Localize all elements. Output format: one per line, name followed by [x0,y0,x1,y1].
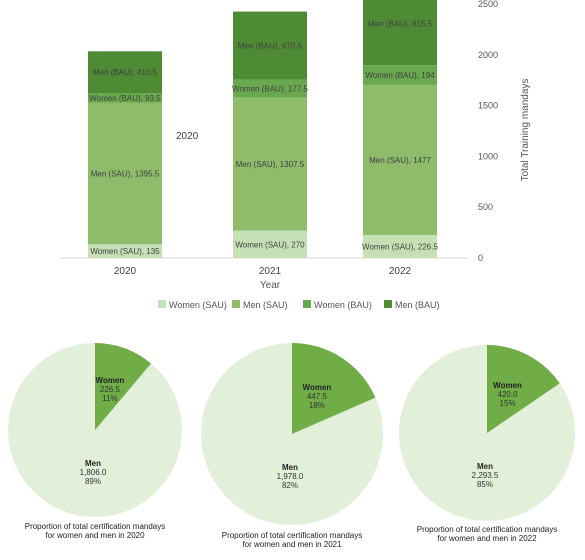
pie-value-women: 447.5 [307,392,328,401]
segment-data-label: Men (BAU), 410.5 [93,68,158,77]
pie-caption-line-1: Proportion of total certification manday… [222,531,363,540]
x-tick-label: 2021 [259,266,282,277]
legend-swatch [158,300,166,308]
pie-label-women: Women [303,383,332,392]
bar-segment-2022-men-sau [363,84,437,235]
bar-segment-2020-men-bau [88,51,162,94]
pie-label-women: Women [493,381,522,390]
segment-data-label: Women (BAU), 177.5 [232,85,308,94]
bar-segment-2022-men-bau [363,0,437,66]
legend-entry: Women (SAU) [169,300,227,310]
bar-segment-2021-men-bau [233,11,307,80]
stacked-bar-chart: Women (SAU), 135 Men (SAU), 1395.5 Women (… [60,0,531,310]
y-tick-label: 0 [478,253,483,263]
legend-swatch [303,300,311,308]
pie-value-women: 420.0 [498,390,519,399]
pie-value-women: 226.5 [100,385,121,394]
y-axis-title: Total Training mandays [520,79,531,182]
pie-percent-men: 85% [477,480,493,489]
segment-data-label: Men (SAU), 1395.5 [91,169,160,178]
segment-data-label: Men (BAU), 816.5 [368,20,433,29]
segment-data-label: Women (SAU), 270 [235,240,305,249]
pie-caption-line-2: for women and men in 2021 [242,540,342,549]
segment-data-label: Men (SAU), 1477 [369,156,431,165]
legend-entry: Men (SAU) [243,300,288,310]
pie-value-men: 2,293.5 [472,471,499,480]
bar-segment-2021-men-sau [233,97,307,231]
pie-value-men: 1,978.0 [277,472,304,481]
segment-data-label: Women (SAU), 135 [90,247,160,256]
bar-segment-2022-women-sau [363,234,437,258]
x-tick-label: 2022 [389,266,412,277]
y-tick-label: 500 [478,202,493,212]
pie-caption-line-1: Proportion of total certification manday… [417,525,558,534]
pie-percent-men: 89% [85,477,101,486]
legend-swatch [384,300,392,308]
pie-label-men: Men [85,459,101,468]
pie-percent-men: 82% [282,481,298,490]
segment-data-label: Women (BAU), 93.5 [89,94,161,103]
pie-percent-women: 11% [102,394,117,403]
pie-caption-line-2: for women and men in 2020 [45,531,145,540]
segment-data-label: Men (SAU), 1307.5 [236,160,305,169]
segment-data-label: Men (BAU), 670.5 [238,42,303,51]
pie-percent-women: 15% [500,399,516,408]
bar-segment-2022-women-bau [363,65,437,85]
pie-label-men: Men [282,463,298,472]
pie-value-men: 1,806.0 [80,468,107,477]
y-tick-label: 2500 [478,0,498,9]
segment-data-label: Women (BAU), 194 [365,71,435,80]
bar-segment-2020-women-sau [88,244,162,258]
y-tick-label: 1000 [478,151,498,161]
bar-segment-2020-women-bau [88,93,162,103]
pie-slice-women [95,343,152,430]
y-tick-label: 1500 [478,101,498,111]
pie-slice-women [487,345,560,433]
legend-entry: Women (BAU) [314,300,372,310]
pie-percent-women: 18% [309,401,325,410]
bar-segment-2021-women-bau [233,79,307,98]
legend-entry: Men (BAU) [395,300,440,310]
bar-segment-2020-men-sau [88,102,162,245]
x-tick-label: 2020 [114,266,137,277]
pie-caption-line-2: for women and men in 2022 [437,534,537,543]
stray-year-label: 2020 [176,131,199,142]
pie-label-women: Women [96,376,125,385]
pie-caption-line-1: Proportion of total certification manday… [25,522,166,531]
segment-data-label: Women (SAU), 226.5 [362,242,438,251]
bar-segment-2021-women-sau [233,230,307,258]
pie-label-men: Men [477,462,493,471]
pie-slice-women [292,343,376,434]
legend-swatch [232,300,240,308]
y-tick-label: 2000 [478,50,498,60]
x-axis-title: Year [260,280,281,291]
